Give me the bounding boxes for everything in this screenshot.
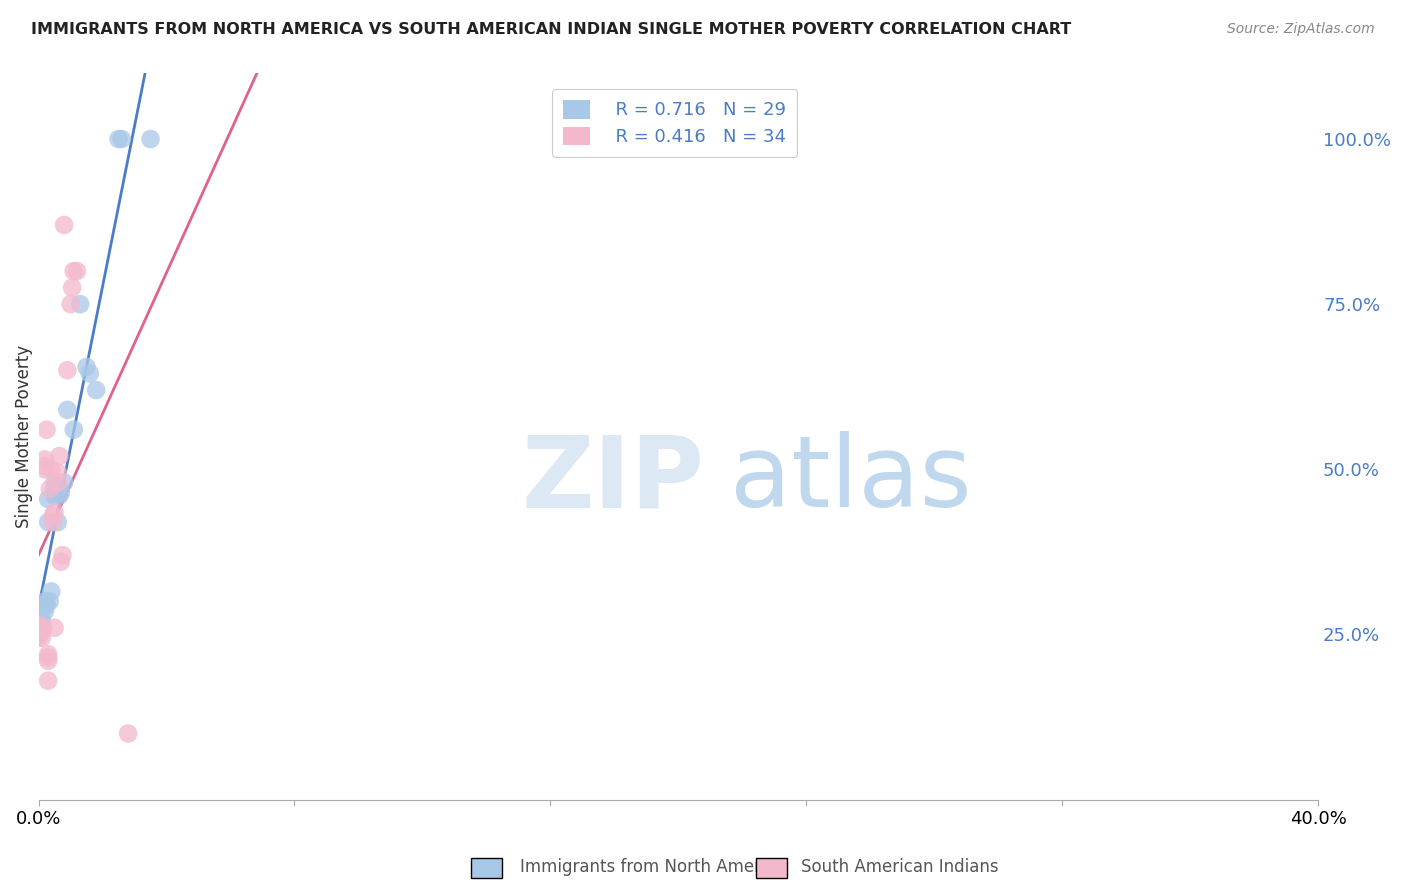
Point [60, 280, 83, 294]
Point [56, 363, 79, 377]
Point [32, 621, 55, 635]
Point [42, 515, 65, 529]
Point [31, 624, 53, 639]
Point [31, 631, 53, 645]
Point [32, 601, 55, 615]
Point [27, 598, 49, 612]
Point [117, 726, 139, 740]
Point [37, 647, 59, 661]
Text: Immigrants from North America: Immigrants from North America [520, 858, 785, 876]
Point [49, 485, 72, 500]
Point [35, 598, 58, 612]
Point [37, 515, 59, 529]
Point [111, 132, 134, 146]
Point [37, 673, 59, 688]
Point [41, 584, 63, 599]
Point [27, 614, 49, 628]
Text: South American Indians: South American Indians [801, 858, 1000, 876]
Point [31, 614, 53, 628]
Point [48, 449, 70, 463]
Point [27, 627, 49, 641]
Point [62, 264, 84, 278]
Point [38, 594, 60, 608]
Point [34, 462, 56, 476]
Point [34, 594, 56, 608]
Point [84, 383, 107, 397]
Point [27, 621, 49, 635]
Text: ZIP: ZIP [522, 432, 704, 528]
Point [44, 482, 66, 496]
Point [27, 617, 49, 632]
Point [37, 650, 59, 665]
Point [46, 475, 69, 490]
Point [69, 297, 91, 311]
Point [53, 475, 76, 490]
Point [37, 654, 59, 668]
Point [53, 218, 76, 232]
Point [32, 598, 55, 612]
Text: IMMIGRANTS FROM NORTH AMERICA VS SOUTH AMERICAN INDIAN SINGLE MOTHER POVERTY COR: IMMIGRANTS FROM NORTH AMERICA VS SOUTH A… [31, 22, 1071, 37]
Point [79, 367, 101, 381]
Y-axis label: Single Mother Poverty: Single Mother Poverty [15, 344, 32, 528]
Point [34, 604, 56, 618]
Point [51, 548, 73, 562]
Point [41, 462, 63, 476]
Point [27, 607, 49, 622]
Point [107, 132, 129, 146]
Point [66, 264, 89, 278]
Text: atlas: atlas [730, 432, 972, 528]
Point [44, 489, 66, 503]
Point [42, 508, 65, 523]
Point [76, 359, 98, 374]
Point [59, 297, 82, 311]
Point [27, 631, 49, 645]
Point [62, 423, 84, 437]
Point [46, 466, 69, 480]
Point [44, 505, 66, 519]
Point [38, 482, 60, 496]
Legend:   R = 0.716   N = 29,   R = 0.416   N = 34: R = 0.716 N = 29, R = 0.416 N = 34 [553, 89, 797, 157]
Point [27, 624, 49, 639]
Text: Source: ZipAtlas.com: Source: ZipAtlas.com [1227, 22, 1375, 37]
Point [35, 423, 58, 437]
Point [44, 621, 66, 635]
Point [48, 489, 70, 503]
Point [34, 458, 56, 473]
Point [46, 515, 69, 529]
Point [139, 132, 162, 146]
Point [56, 402, 79, 417]
Point [49, 555, 72, 569]
Point [37, 491, 59, 506]
Point [34, 452, 56, 467]
Point [44, 475, 66, 490]
